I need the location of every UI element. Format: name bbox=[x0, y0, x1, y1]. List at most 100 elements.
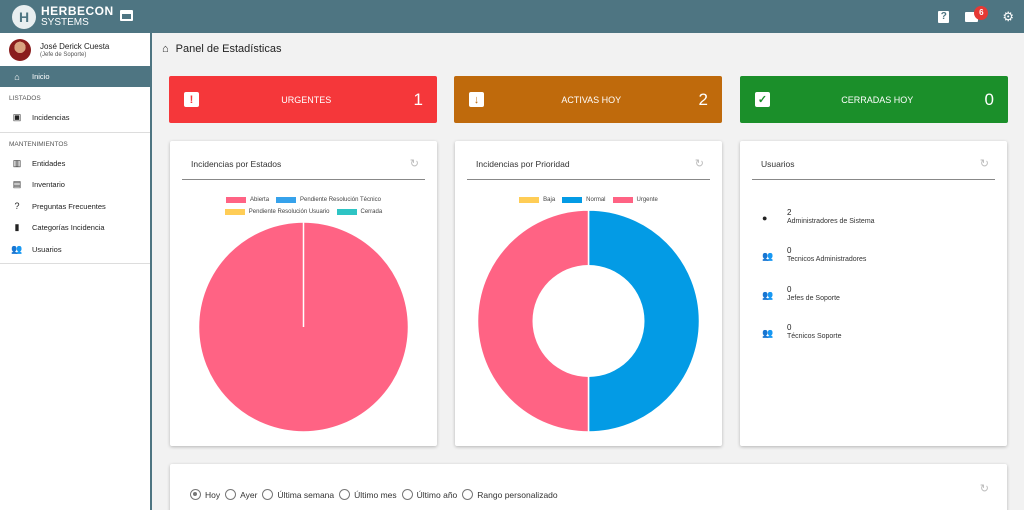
legend-item[interactable]: Pendiente Resolución Usuario bbox=[224, 209, 330, 215]
book-icon: ▮ bbox=[14, 222, 20, 233]
radio-label: Último año bbox=[416, 489, 458, 500]
help-button[interactable]: ? bbox=[938, 10, 950, 23]
radio-ultimo-anio[interactable]: Último año bbox=[401, 489, 458, 500]
sidebar-item-label: Incidencias bbox=[32, 113, 70, 123]
person-icon: ● bbox=[762, 213, 768, 223]
usuarios-row: ● 2 Administradores de Sistema bbox=[762, 208, 875, 225]
gear-icon: ⚙ bbox=[1002, 8, 1014, 24]
legend-label: Baja bbox=[543, 197, 556, 203]
settings-button[interactable]: ⚙ bbox=[1002, 9, 1014, 25]
stat-card-urgentes[interactable]: ! URGENTES 1 bbox=[169, 76, 437, 123]
radio-label: Último mes bbox=[354, 489, 397, 500]
legend-item[interactable]: Pendiente Resolución Técnico bbox=[276, 197, 381, 203]
refresh-icon[interactable]: ↻ bbox=[979, 158, 989, 170]
usuarios-row: 👥 0 Jefes de Soporte bbox=[762, 285, 840, 302]
legend-item[interactable]: Normal bbox=[562, 197, 606, 203]
legend-label: Abierta bbox=[250, 197, 270, 203]
card-title: Incidencias por Prioridad bbox=[476, 159, 570, 169]
user-name: José Derick Cuesta bbox=[40, 41, 110, 51]
radio-circle[interactable] bbox=[190, 489, 201, 500]
chart-legend: Abierta Pendiente Resolución Técnico bbox=[170, 197, 437, 203]
users-icon: 👥 bbox=[11, 243, 23, 254]
messages-button[interactable]: 6 bbox=[965, 5, 989, 22]
section-listados: LISTADOS bbox=[9, 95, 41, 102]
radio-label: Hoy bbox=[205, 489, 221, 500]
legend-item[interactable]: Abierta bbox=[226, 197, 269, 203]
radio-ayer[interactable]: Ayer bbox=[225, 489, 257, 500]
brand-logo[interactable]: H HERBECON SYSTEMS bbox=[12, 4, 114, 29]
radio-circle[interactable] bbox=[462, 489, 474, 500]
sidebar-item-label: Preguntas Frecuentes bbox=[32, 201, 106, 211]
chart-legend: Baja Normal Urgente bbox=[455, 197, 722, 203]
sidebar-item-inventario[interactable]: ▤ Inventario bbox=[0, 174, 150, 196]
page-title-text: Panel de Estadísticas bbox=[175, 43, 282, 55]
stat-value: 1 bbox=[413, 89, 423, 109]
stat-value: 2 bbox=[698, 89, 708, 109]
sidebar-item-label: Inventario bbox=[32, 180, 65, 190]
refresh-icon[interactable]: ↻ bbox=[979, 483, 989, 495]
usuarios-row: 👥 0 Técnicos Soporte bbox=[762, 323, 841, 340]
chart-legend: Pendiente Resolución Usuario Cerrada bbox=[170, 209, 437, 215]
home-icon: ⌂ bbox=[14, 71, 20, 82]
radio-ultimo-mes[interactable]: Último mes bbox=[339, 489, 397, 500]
refresh-icon[interactable]: ↻ bbox=[694, 158, 704, 170]
doughnut-hole bbox=[532, 265, 645, 377]
card-date-filter: ↻ bbox=[170, 464, 1007, 510]
message-icon bbox=[965, 11, 979, 22]
radio-circle[interactable] bbox=[262, 489, 274, 500]
prioridad-doughnut-chart bbox=[476, 209, 701, 433]
alert-clipboard-icon: ! bbox=[184, 92, 199, 107]
radio-circle[interactable] bbox=[339, 489, 351, 500]
sidebar-item-categorias-incidencia[interactable]: ▮ Categorías Incidencia bbox=[0, 217, 150, 239]
section-mantenimientos: MANTENIMIENTOS bbox=[9, 140, 68, 148]
legend-label: Cerrada bbox=[360, 209, 383, 215]
user-role: (Jefe de Soporte) bbox=[40, 51, 87, 58]
radio-circle[interactable] bbox=[225, 489, 237, 500]
usuarios-count: 0 bbox=[787, 246, 792, 255]
legend-swatch bbox=[562, 197, 583, 203]
legend-item[interactable]: Urgente bbox=[612, 197, 658, 203]
radio-ultima-semana[interactable]: Última semana bbox=[262, 489, 334, 500]
bank-icon: ▥ bbox=[12, 157, 22, 168]
card-incidencias-por-estados: Incidencias por Estados ↻ Abierta Pendie… bbox=[170, 141, 437, 446]
legend-swatch bbox=[224, 209, 245, 215]
divider bbox=[0, 263, 150, 264]
radio-label: Última semana bbox=[277, 489, 335, 500]
usuarios-count: 0 bbox=[787, 285, 792, 294]
legend-item[interactable]: Baja bbox=[519, 197, 555, 203]
radio-hoy[interactable]: Hoy bbox=[190, 489, 220, 500]
usuarios-label: Jefes de Soporte bbox=[787, 295, 840, 302]
stat-card-cerradas-hoy[interactable]: ✓ CERRADAS HOY 0 bbox=[740, 76, 1008, 123]
divider bbox=[467, 179, 710, 180]
radio-label: Ayer bbox=[240, 489, 258, 500]
date-range-filter: Hoy Ayer Última semana Último mes Último… bbox=[190, 489, 563, 500]
user-profile[interactable]: José Derick Cuesta (Jefe de Soporte) bbox=[0, 33, 150, 66]
legend-item[interactable]: Cerrada bbox=[336, 209, 383, 215]
home-icon: ⌂ bbox=[162, 43, 169, 55]
inventory-icon: ▤ bbox=[12, 179, 22, 190]
top-bar: H HERBECON SYSTEMS ? 6 ⚙ bbox=[0, 0, 1024, 33]
radio-circle[interactable] bbox=[401, 489, 413, 500]
legend-swatch bbox=[519, 197, 540, 203]
sidebar-item-preguntas-frecuentes[interactable]: ? Preguntas Frecuentes bbox=[0, 196, 150, 218]
stat-card-activas-hoy[interactable]: ↓ ACTIVAS HOY 2 bbox=[454, 76, 722, 123]
legend-swatch bbox=[612, 197, 633, 203]
page-title: ⌂ Panel de Estadísticas bbox=[162, 43, 281, 55]
radio-rango-personalizado[interactable]: Rango personalizado bbox=[462, 489, 558, 500]
question-icon: ? bbox=[938, 10, 950, 23]
stat-label: ACTIVAS HOY bbox=[561, 94, 622, 105]
logo-mark: H bbox=[12, 4, 36, 29]
divider bbox=[182, 179, 425, 180]
sidebar-item-label: Usuarios bbox=[32, 244, 62, 254]
menu-toggle-icon[interactable] bbox=[120, 10, 133, 21]
sidebar-item-inicio[interactable]: ⌂ Inicio bbox=[0, 66, 150, 87]
refresh-icon[interactable]: ↻ bbox=[409, 158, 419, 170]
divider bbox=[0, 131, 150, 133]
people-icon: 👥 bbox=[762, 251, 774, 261]
stat-value: 0 bbox=[984, 89, 994, 109]
sidebar-item-incidencias[interactable]: ▣ Incidencias bbox=[0, 107, 150, 129]
sidebar-item-entidades[interactable]: ▥ Entidades bbox=[0, 153, 150, 175]
legend-label: Urgente bbox=[636, 197, 658, 203]
usuarios-count: 2 bbox=[787, 208, 792, 217]
sidebar-item-usuarios[interactable]: 👥 Usuarios bbox=[0, 239, 150, 261]
